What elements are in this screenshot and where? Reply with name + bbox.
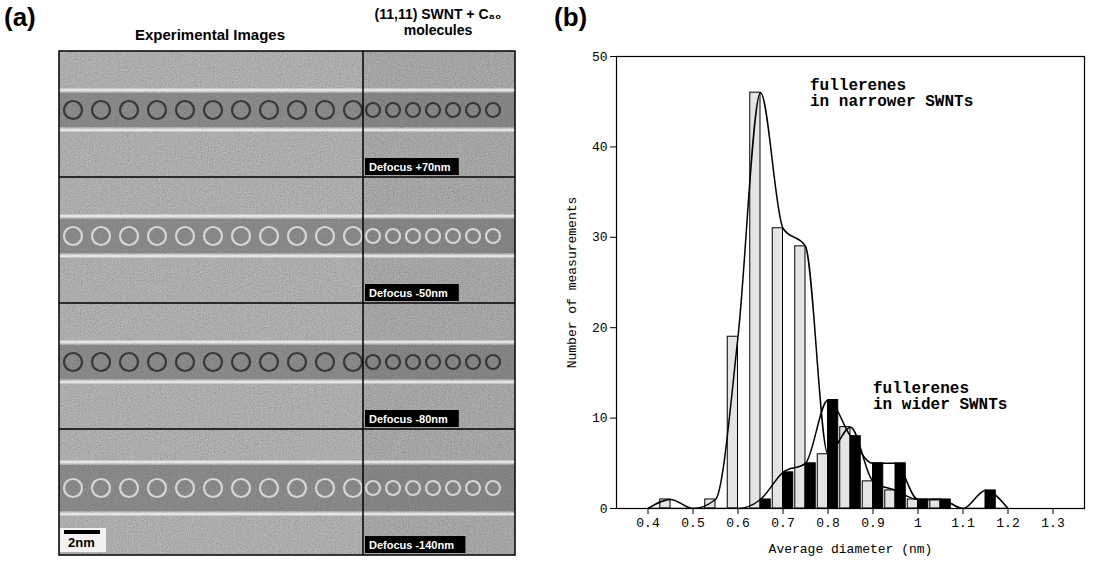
svg-text:1.3: 1.3 [1041,516,1064,531]
html-text:(a): (a) [4,2,36,32]
svg-text:Number of measurements: Number of measurements [565,197,580,369]
svg-text:Defocus -50nm: Defocus -50nm [369,287,448,299]
svg-text:1: 1 [914,516,922,531]
svg-text:0.6: 0.6 [726,516,749,531]
svg-text:Average diameter (nm): Average diameter (nm) [769,542,933,557]
svg-text:0: 0 [600,502,608,517]
svg-text:Defocus -80nm: Defocus -80nm [369,413,448,425]
svg-text:0.5: 0.5 [681,516,704,531]
html-text:(11,11) SWNT + C₈₀ molecules: (11,11) SWNT + C₈₀ molecules [374,6,502,39]
svg-text:2nm: 2nm [68,535,95,550]
svg-text:1.1: 1.1 [951,516,975,531]
svg-text:20: 20 [592,321,608,336]
svg-text:Defocus -140nm: Defocus -140nm [369,539,454,551]
html-text:(b): (b) [554,2,588,32]
svg-text:0.9: 0.9 [861,516,884,531]
svg-text:30: 30 [592,230,608,245]
svg-text:10: 10 [592,411,608,426]
svg-text:0.7: 0.7 [771,516,794,531]
html-text:Experimental Images: Experimental Images [135,26,285,43]
svg-text:40: 40 [592,140,608,155]
svg-text:50: 50 [592,50,608,65]
svg-text:Defocus +70nm: Defocus +70nm [369,161,451,173]
svg-text:fullerenesin wider SWNTs: fullerenesin wider SWNTs [873,380,1007,414]
svg-text:1.2: 1.2 [996,516,1019,531]
svg-text:0.8: 0.8 [816,516,839,531]
svg-text:0.4: 0.4 [636,516,660,531]
svg-text:fullerenesin narrower SWNTs: fullerenesin narrower SWNTs [810,77,973,111]
